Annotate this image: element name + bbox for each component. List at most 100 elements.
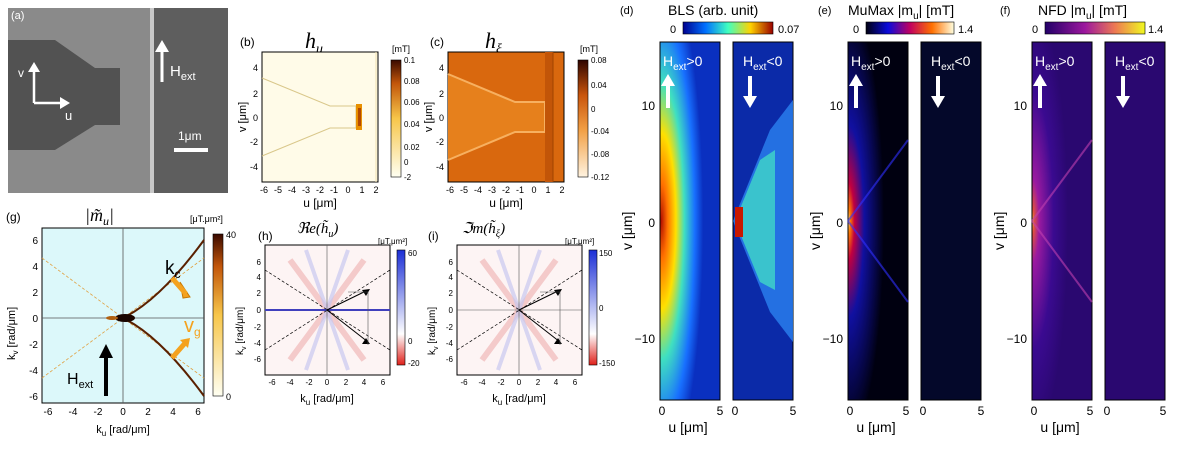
panel-title: |m̃u| bbox=[85, 205, 114, 228]
panel-d: (d) BLS (arb. unit) 0 0.07 Hext>0 Hext<0… bbox=[619, 2, 799, 435]
field-positive-label: Hext>0 bbox=[663, 53, 703, 73]
colorbar-min: 0 bbox=[226, 392, 231, 402]
field-label: Hext bbox=[170, 63, 196, 83]
axis-v-label: v bbox=[18, 66, 24, 80]
panel-e: (e) MuMax |mu| [mT] 0 1.4 Hext>0 Hext<0 … bbox=[807, 2, 985, 435]
x-axis-label: ku [rad/μm] bbox=[96, 424, 150, 438]
x-ticks: 0 5 0 5 bbox=[1031, 404, 1167, 418]
y-ticks: 6 4 2 0 -2 -4 -6 bbox=[446, 258, 454, 364]
svg-text:2: 2 bbox=[257, 289, 262, 298]
svg-text:-2: -2 bbox=[254, 323, 262, 332]
x-ticks: -6 -4 -2 0 2 4 6 bbox=[460, 378, 577, 387]
kc-label: kc bbox=[165, 258, 181, 281]
y-ticks: 10 0 −10 bbox=[1007, 99, 1028, 346]
svg-text:-2: -2 bbox=[316, 185, 324, 195]
colorbar-min: 0 bbox=[853, 24, 859, 36]
svg-text:-4: -4 bbox=[250, 162, 258, 172]
svg-text:2: 2 bbox=[449, 289, 454, 298]
svg-text:4: 4 bbox=[449, 273, 454, 282]
svg-text:2: 2 bbox=[559, 185, 564, 195]
svg-text:4: 4 bbox=[32, 262, 38, 273]
field-label: Hext bbox=[67, 371, 93, 391]
svg-text:5: 5 bbox=[903, 404, 910, 418]
svg-text:6: 6 bbox=[257, 258, 262, 267]
axis-u-label: u bbox=[65, 108, 72, 123]
colorbar-unit: [μT.μm²] bbox=[565, 237, 594, 246]
svg-text:-2: -2 bbox=[29, 340, 38, 351]
svg-text:0: 0 bbox=[1031, 404, 1038, 418]
svg-text:2: 2 bbox=[373, 185, 378, 195]
svg-text:5: 5 bbox=[1160, 404, 1167, 418]
x-axis-label: u [μm] bbox=[856, 419, 895, 435]
panel-h: (h) ℜe(h̃u) 6 4 2 0 -2 -4 -6 kv [rad/μm]… bbox=[235, 220, 420, 407]
panel-title: hξ bbox=[485, 28, 502, 57]
colorbar bbox=[1044, 21, 1146, 35]
x-axis-label: u [μm] bbox=[1040, 419, 1079, 435]
y-axis-label: v [μm] bbox=[423, 102, 435, 132]
svg-text:-2: -2 bbox=[446, 323, 454, 332]
svg-text:-1: -1 bbox=[516, 185, 524, 195]
svg-text:-6: -6 bbox=[446, 355, 454, 364]
x-ticks: -6 -4 -2 0 2 4 6 bbox=[268, 378, 385, 387]
x-axis-label: u [μm] bbox=[668, 419, 707, 435]
svg-text:-1: -1 bbox=[330, 185, 338, 195]
svg-text:-6: -6 bbox=[268, 378, 276, 387]
svg-text:0: 0 bbox=[1104, 404, 1111, 418]
y-axis-label: kv [rad/μm] bbox=[6, 307, 20, 360]
colorbar-unit: [μT.μm²] bbox=[190, 214, 223, 224]
colorbar-max: 40 bbox=[226, 230, 236, 240]
panel-label: (d) bbox=[620, 5, 633, 17]
colorbar-max: 0.07 bbox=[778, 24, 799, 36]
svg-text:-2: -2 bbox=[94, 407, 103, 418]
y-axis-label: v [μm] bbox=[991, 212, 1007, 250]
svg-text:-5: -5 bbox=[460, 185, 468, 195]
svg-text:0: 0 bbox=[325, 378, 330, 387]
svg-text:0: 0 bbox=[836, 216, 843, 230]
svg-text:0.08: 0.08 bbox=[591, 56, 607, 65]
svg-text:-0.12: -0.12 bbox=[591, 173, 610, 182]
y-axis-label: v [μm] bbox=[619, 212, 635, 250]
x-axis-label: ku [rad/μm] bbox=[492, 393, 546, 407]
colorbar-min: 0 bbox=[670, 24, 676, 36]
svg-text:-4: -4 bbox=[254, 339, 262, 348]
panel-title: MuMax |mu| [mT] bbox=[848, 2, 954, 22]
svg-text:2: 2 bbox=[536, 378, 541, 387]
svg-text:6: 6 bbox=[573, 378, 578, 387]
svg-text:-2: -2 bbox=[502, 185, 510, 195]
svg-text:4: 4 bbox=[362, 378, 367, 387]
svg-text:0: 0 bbox=[32, 314, 38, 325]
panel-label: (b) bbox=[240, 35, 255, 49]
x-ticks: -6 -5 -4 -3 -2 -1 0 1 2 bbox=[446, 185, 565, 195]
colorbar-tick: -150 bbox=[599, 359, 616, 368]
svg-text:-4: -4 bbox=[29, 366, 38, 377]
svg-text:-2: -2 bbox=[436, 137, 444, 147]
svg-text:6: 6 bbox=[381, 378, 386, 387]
panel-title: BLS (arb. unit) bbox=[668, 2, 758, 18]
svg-text:4: 4 bbox=[170, 407, 176, 418]
panel-title: NFD |mu| [mT] bbox=[1038, 2, 1127, 22]
panel-c: (c) hξ 4 2 0 -2 -4 v [μm] -6 -5 -4 -3 -2… bbox=[423, 28, 610, 210]
svg-text:-6: -6 bbox=[260, 185, 268, 195]
panel-b: (b) hu 4 2 0 -2 -4 v [μm] -6 -5 -4 -3 -2… bbox=[237, 28, 420, 210]
colorbar-unit: [mT] bbox=[580, 44, 598, 54]
colorbar-tick: 0 bbox=[599, 304, 604, 313]
y-axis-label: v [μm] bbox=[237, 102, 249, 132]
panel-title: ℜe(h̃u) bbox=[297, 220, 338, 240]
nfd-map-negative bbox=[1104, 41, 1166, 401]
y-ticks: 10 0 −10 bbox=[823, 99, 844, 346]
svg-text:4: 4 bbox=[253, 63, 258, 73]
panel-label: (h) bbox=[258, 229, 273, 243]
panel-f: (f) NFD |mu| [mT] 0 1.4 Hext>0 Hext<0 10… bbox=[991, 2, 1167, 435]
panel-label: (f) bbox=[1000, 5, 1010, 17]
panel-title: ℑm(h̃ξ) bbox=[462, 220, 505, 240]
colorbar-tick: -20 bbox=[408, 359, 420, 368]
svg-text:0: 0 bbox=[1020, 216, 1027, 230]
y-ticks: 4 2 0 -2 -4 bbox=[436, 63, 444, 172]
x-ticks: 0 5 0 5 bbox=[847, 404, 985, 418]
x-ticks: -6 -4 -2 0 2 4 6 bbox=[44, 407, 202, 418]
svg-text:6: 6 bbox=[32, 236, 38, 247]
peak bbox=[115, 314, 135, 322]
svg-text:4: 4 bbox=[554, 378, 559, 387]
panel-i: (i) ℑm(h̃ξ) 6 4 2 0 -2 -4 -6 kv [rad/μm]… bbox=[427, 220, 616, 407]
